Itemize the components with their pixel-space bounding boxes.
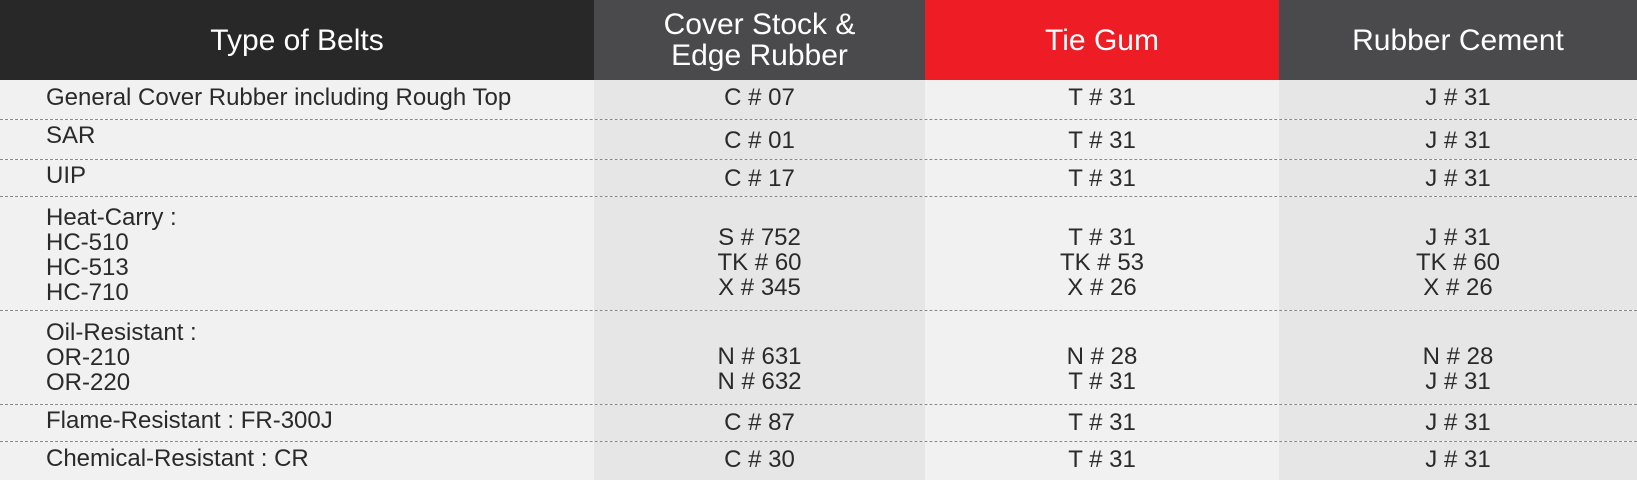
table-header: Type of Belts Cover Stock & Edge Rubber … (0, 0, 1637, 80)
cover-stock-cell: S # 752 TK # 60 X # 345 (594, 197, 925, 310)
belt-type-cell: SAR (0, 120, 594, 159)
belt-type-cell: Heat-Carry : HC-510 HC-513 HC-710 (0, 197, 594, 310)
belt-type-cell: UIP (0, 160, 594, 196)
tie-gum-cell: T # 31 (925, 120, 1279, 159)
header-rubber-cement: Rubber Cement (1279, 0, 1637, 80)
rubber-cement-cell: J # 31 (1279, 120, 1637, 159)
tie-gum-cell: T # 31 (925, 160, 1279, 196)
rubber-cement-cell: J # 31 (1279, 442, 1637, 480)
table-row: Flame-Resistant : FR-300J C # 87 T # 31 J #… (0, 405, 1637, 442)
belt-type-cell: Chemical-Resistant : CR (0, 442, 594, 480)
table-row: UIP C # 17 T # 31 J # 31 (0, 160, 1637, 197)
table-row: Heat-Carry : HC-510 HC-513 HC-710 S # 752… (0, 197, 1637, 311)
table-row: Chemical-Resistant : CR C # 30 T # 31 J # 3… (0, 442, 1637, 480)
belt-type-cell: General Cover Rubber including Rough Top (0, 80, 594, 119)
belt-materials-table: Type of Belts Cover Stock & Edge Rubber … (0, 0, 1637, 480)
tie-gum-cell: T # 31 (925, 442, 1279, 480)
header-tie-gum: Tie Gum (925, 0, 1279, 80)
tie-gum-cell: T # 31 (925, 80, 1279, 119)
belt-type-cell: Oil-Resistant : OR-210 OR-220 (0, 311, 594, 404)
table-body: General Cover Rubber including Rough Top… (0, 80, 1637, 480)
table-row: SAR C # 01 T # 31 J # 31 (0, 120, 1637, 160)
cover-stock-cell: C # 87 (594, 405, 925, 441)
tie-gum-cell: T # 31 TK # 53 X # 26 (925, 197, 1279, 310)
rubber-cement-cell: N # 28 J # 31 (1279, 311, 1637, 404)
rubber-cement-cell: J # 31 (1279, 405, 1637, 441)
tie-gum-cell: T # 31 (925, 405, 1279, 441)
rubber-cement-cell: J # 31 TK # 60 X # 26 (1279, 197, 1637, 310)
cover-stock-cell: C # 01 (594, 120, 925, 159)
cover-stock-cell: C # 17 (594, 160, 925, 196)
cover-stock-cell: C # 07 (594, 80, 925, 119)
table-row: Oil-Resistant : OR-210 OR-220 N # 631 N #… (0, 311, 1637, 405)
cover-stock-cell: C # 30 (594, 442, 925, 480)
belt-type-cell: Flame-Resistant : FR-300J (0, 405, 594, 441)
rubber-cement-cell: J # 31 (1279, 160, 1637, 196)
cover-stock-cell: N # 631 N # 632 (594, 311, 925, 404)
rubber-cement-cell: J # 31 (1279, 80, 1637, 119)
header-cover-stock: Cover Stock & Edge Rubber (594, 0, 925, 80)
tie-gum-cell: N # 28 T # 31 (925, 311, 1279, 404)
header-type-of-belts: Type of Belts (0, 0, 594, 80)
table-row: General Cover Rubber including Rough Top… (0, 80, 1637, 120)
